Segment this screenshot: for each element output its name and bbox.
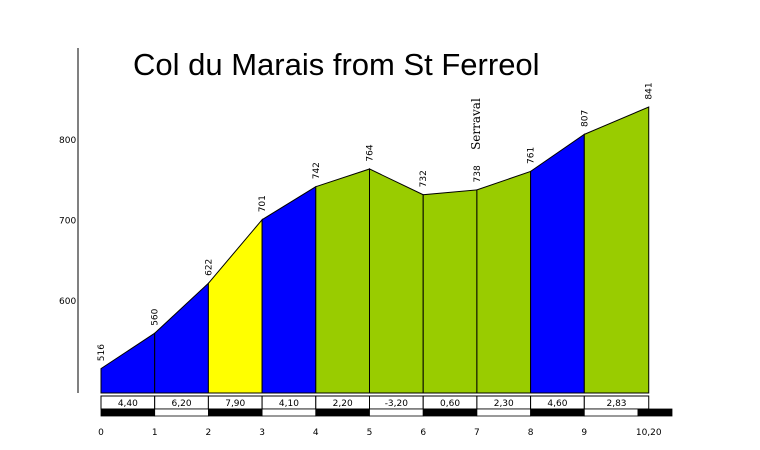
y-tick-label: 800 bbox=[59, 136, 76, 146]
x-tick-label: 0 bbox=[98, 428, 104, 438]
gradient-label: 7,90 bbox=[225, 399, 245, 409]
scale-bar-km-6 bbox=[422, 408, 478, 417]
profile-segment-6 bbox=[369, 168, 424, 394]
elevation-labels: 516 560 622 701 742 764 732 738 761 807 841 bbox=[97, 82, 655, 361]
profile-segments bbox=[100, 106, 650, 394]
elevation-label: 764 bbox=[366, 144, 376, 161]
elevation-label: 516 bbox=[97, 344, 107, 361]
y-tick-label: 700 bbox=[59, 217, 76, 227]
chart-title: Col du Marais from St Ferreol bbox=[133, 47, 540, 82]
profile-segment-9 bbox=[530, 133, 585, 394]
profile-segment-7 bbox=[422, 189, 478, 394]
scale-bar-km-8 bbox=[530, 408, 585, 417]
gradient-label: 4,60 bbox=[547, 399, 567, 409]
place-label-serraval: Serraval bbox=[469, 98, 483, 150]
gradient-label: 4,40 bbox=[118, 399, 138, 409]
profile-segment-1 bbox=[100, 332, 156, 394]
x-tick-label: 5 bbox=[367, 428, 373, 438]
scale-bar-km-0 bbox=[100, 408, 156, 417]
x-tick-label: 9 bbox=[581, 428, 587, 438]
distance-scale-bar bbox=[100, 408, 673, 417]
scale-bar-km-2 bbox=[207, 408, 263, 417]
scale-bar-km-3 bbox=[261, 408, 317, 417]
gradient-label: 6,20 bbox=[172, 399, 192, 409]
scale-bar-km-9 bbox=[583, 408, 639, 417]
scale-bar-km-5 bbox=[369, 408, 424, 417]
x-tick-label: 7 bbox=[474, 428, 480, 438]
gradient-label: 0,60 bbox=[440, 399, 460, 409]
elevation-label: 738 bbox=[473, 165, 483, 182]
place-labels: Serraval bbox=[469, 98, 483, 150]
x-tick-label: 10,20 bbox=[636, 428, 662, 438]
elevation-label: 701 bbox=[258, 195, 268, 212]
elevation-label: 622 bbox=[204, 259, 214, 276]
x-tick-label: 8 bbox=[528, 428, 534, 438]
scale-bar-km-1 bbox=[154, 408, 209, 417]
scale-bar-km-4 bbox=[315, 408, 370, 417]
x-tick-label: 3 bbox=[259, 428, 265, 438]
elevation-label: 742 bbox=[312, 162, 322, 179]
gradient-label: 4,10 bbox=[279, 399, 299, 409]
profile-segment-2 bbox=[154, 282, 209, 394]
profile-segment-4 bbox=[261, 185, 317, 394]
gradient-boxes: 4,40 6,20 7,90 4,10 2,20 -3,20 0,60 2,30 4,60 2,8… bbox=[100, 395, 650, 410]
x-tick-label: 6 bbox=[420, 428, 426, 438]
x-tick-label: 1 bbox=[152, 428, 158, 438]
elevation-label: 807 bbox=[580, 110, 590, 127]
y-tick-label: 600 bbox=[59, 297, 76, 307]
gradient-label: 2,20 bbox=[333, 399, 353, 409]
elevation-label: 761 bbox=[527, 147, 537, 164]
gradient-label: 2,30 bbox=[494, 399, 514, 409]
y-axis-labels: 600 700 800 bbox=[59, 136, 76, 307]
scale-bar-km-10 bbox=[637, 408, 673, 417]
x-axis-labels: 0 1 2 3 4 5 6 7 8 9 10,20 bbox=[98, 428, 662, 438]
elevation-label: 560 bbox=[151, 308, 161, 325]
profile-segment-3 bbox=[207, 218, 263, 394]
profile-segment-10 bbox=[583, 106, 650, 394]
scale-bar-km-7 bbox=[476, 408, 531, 417]
x-tick-label: 4 bbox=[313, 428, 319, 438]
x-tick-label: 2 bbox=[206, 428, 212, 438]
elevation-label: 841 bbox=[645, 82, 655, 99]
gradient-label: -3,20 bbox=[385, 399, 409, 409]
profile-segment-8 bbox=[476, 170, 532, 394]
elevation-label: 732 bbox=[419, 170, 429, 187]
profile-segment-5 bbox=[315, 168, 370, 394]
gradient-label: 2,83 bbox=[606, 399, 626, 409]
